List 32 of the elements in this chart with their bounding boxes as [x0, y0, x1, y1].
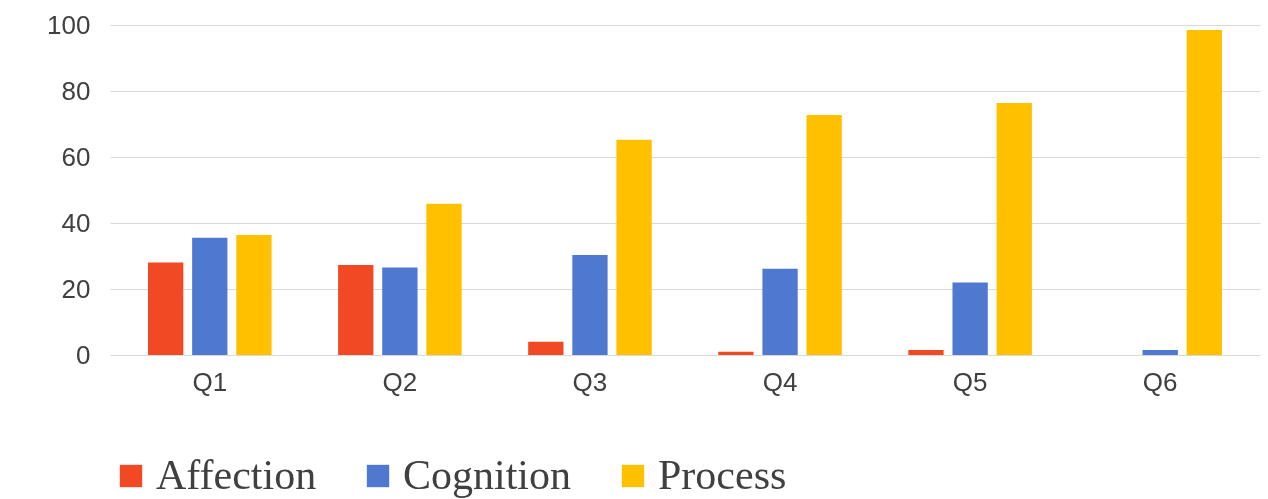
- legend-label: Cognition: [403, 452, 572, 498]
- legend-label: Affection: [156, 452, 317, 498]
- bar: [996, 102, 1032, 355]
- x-tick-label: Q4: [762, 366, 798, 397]
- bar: [1186, 29, 1222, 355]
- y-tick-label: 100: [47, 9, 91, 40]
- x-tick-label: Q6: [1142, 366, 1178, 397]
- bar: [426, 203, 462, 355]
- bar: [908, 350, 944, 355]
- bar: [572, 255, 608, 355]
- y-tick-label: 0: [76, 339, 91, 370]
- x-tick-label: Q2: [382, 366, 418, 397]
- bar: [718, 351, 754, 355]
- bar: [192, 237, 228, 355]
- y-tick-label: 20: [61, 273, 91, 304]
- bar: [528, 341, 564, 355]
- bar: [236, 234, 272, 355]
- legend-label: Process: [658, 452, 787, 498]
- y-tick-label: 60: [61, 141, 91, 172]
- x-tick-label: Q3: [572, 366, 608, 397]
- bar: [148, 262, 184, 355]
- x-tick-label: Q5: [952, 366, 988, 397]
- y-tick-label: 80: [61, 75, 91, 106]
- bar: [382, 267, 418, 355]
- bar: [806, 115, 842, 355]
- bar: [616, 139, 652, 355]
- bar: [952, 282, 988, 355]
- bar: [338, 264, 374, 355]
- bar: [762, 268, 798, 355]
- x-tick-label: Q1: [192, 366, 228, 397]
- y-tick-label: 40: [61, 207, 91, 238]
- bar: [1142, 350, 1178, 355]
